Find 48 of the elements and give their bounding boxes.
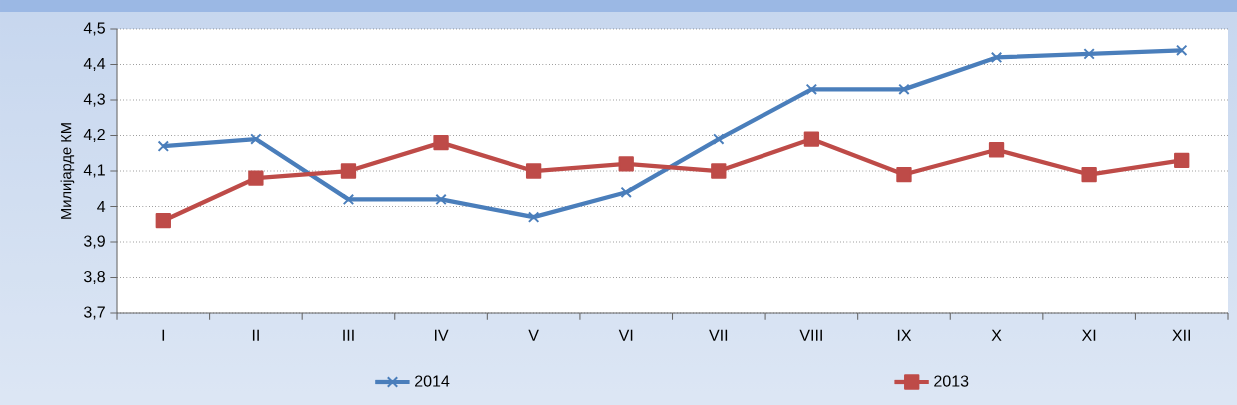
y-axis-title: Милијарде КМ [60,123,75,219]
point [990,51,1003,64]
point [527,211,540,223]
x-tick-label: IX [897,329,912,341]
point [1083,48,1095,60]
point [250,133,262,145]
point [433,134,449,151]
legend-label: 2013 [934,375,969,387]
x-tick-label: III [343,329,354,341]
y-tick-label: 3,8 [84,270,105,285]
x-tick-label: V [528,329,539,341]
y-tick-label: 4,4 [83,58,106,72]
point [1176,44,1188,57]
point [1081,166,1097,183]
point [711,163,727,179]
x-tick-label: XI [1081,329,1096,341]
point [525,163,542,179]
x-tick-label: I [162,329,165,341]
point [157,140,170,152]
y-tick-label: 4,1 [83,164,105,178]
y-tick-label: 4,3 [83,93,105,107]
x-tick-label: IV [434,329,449,341]
y-tick-label: 4 [97,201,106,213]
point [340,163,357,179]
x-tick-label: XII [1172,329,1191,341]
x-tick-label: X [991,329,1002,341]
point [988,142,1005,158]
point [896,166,912,183]
point [713,133,725,145]
point [898,83,910,96]
point [248,170,264,186]
x-tick-label: VI [618,329,633,341]
y-tick-label: 4,5 [83,22,105,36]
point [805,83,818,96]
y-tick-label: 3,9 [84,235,105,249]
point [342,193,355,206]
y-tick-label: 3,7 [84,306,105,320]
point [1174,152,1190,169]
x-tick-label: VIII [799,329,822,341]
point [155,213,171,229]
point [618,156,634,172]
y-tick-label: 4,2 [83,128,105,143]
x-tick-label: VII [709,329,728,341]
point [803,131,820,147]
x-tick-label: II [252,329,259,341]
point [620,186,632,199]
legend-label: 2014 [415,375,450,387]
point [435,193,447,206]
